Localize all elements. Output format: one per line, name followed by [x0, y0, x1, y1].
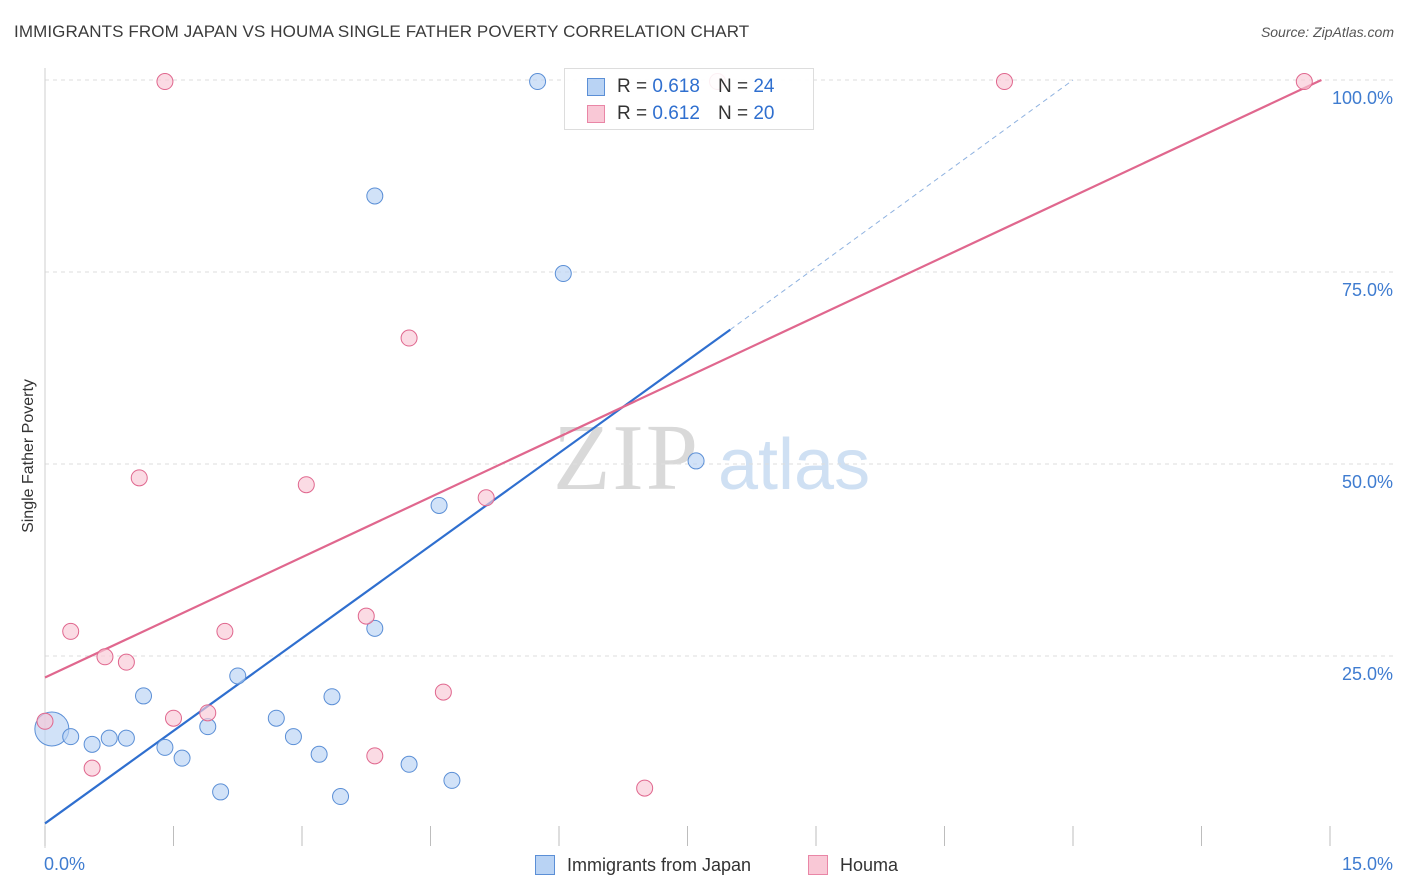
data-point — [117, 653, 135, 671]
r-value-japan: 0.618 — [652, 76, 700, 97]
y-tick-label: 25.0% — [1342, 664, 1393, 684]
y-tick-label: 100.0% — [1332, 88, 1393, 108]
chart-title: IMMIGRANTS FROM JAPAN VS HOUMA SINGLE FA… — [14, 22, 750, 41]
data-point — [366, 619, 384, 637]
legend-swatch-houma — [808, 855, 828, 875]
data-point — [995, 73, 1013, 91]
data-point — [434, 683, 452, 701]
data-point — [100, 729, 118, 747]
data-point — [165, 709, 182, 727]
data-point — [366, 187, 384, 205]
data-point — [554, 265, 572, 283]
series-legend: Immigrants from Japan Houma — [0, 852, 1406, 878]
data-point — [1295, 73, 1313, 91]
n-label: N = — [717, 103, 749, 124]
data-point — [687, 452, 705, 470]
data-point — [400, 755, 418, 773]
n-label: N = — [717, 76, 749, 97]
legend-swatch-houma — [587, 105, 605, 123]
data-point — [62, 622, 80, 640]
data-point — [297, 476, 315, 494]
data-point — [529, 73, 547, 91]
x-tick-label: 0.0% — [44, 854, 85, 874]
data-point — [430, 496, 448, 514]
data-point — [62, 728, 80, 746]
data-point — [156, 738, 174, 756]
data-points — [34, 73, 1313, 806]
data-point — [83, 759, 101, 777]
r-value-houma: 0.612 — [652, 103, 700, 124]
legend-swatch-japan — [587, 78, 605, 96]
watermark-atlas: atlas — [718, 425, 870, 505]
data-point — [284, 728, 302, 746]
data-point — [357, 607, 375, 625]
trend-line — [44, 79, 1322, 679]
data-point — [173, 749, 191, 767]
data-point — [36, 712, 54, 730]
data-point — [117, 729, 135, 747]
legend-item-houma[interactable]: Houma — [808, 852, 898, 878]
legend-label-houma: Houma — [840, 854, 899, 875]
legend-item-japan[interactable]: Immigrants from Japan — [535, 852, 751, 878]
data-point — [199, 704, 217, 722]
data-point — [267, 709, 285, 727]
trend-line-extension — [730, 79, 1074, 331]
r-label: R = — [617, 103, 648, 124]
data-point — [229, 667, 247, 685]
data-point — [400, 329, 418, 347]
data-point — [216, 622, 234, 640]
y-tick-label: 75.0% — [1342, 280, 1393, 300]
data-point — [83, 735, 101, 753]
data-point — [323, 688, 341, 706]
correlation-legend: R = 0.618 N = 24 R = 0.612 N = 20 — [564, 68, 814, 130]
data-point — [332, 788, 350, 806]
legend-label-japan: Immigrants from Japan — [567, 854, 752, 875]
x-tick-label: 15.0% — [1342, 854, 1393, 874]
data-point — [156, 73, 174, 91]
data-point — [96, 648, 114, 666]
legend-swatch-japan — [535, 855, 555, 875]
data-point — [636, 779, 654, 797]
legend-row-japan: R = 0.618 N = 24 — [587, 75, 774, 99]
r-label: R = — [617, 76, 648, 97]
watermark-zip: ZIP — [553, 406, 700, 510]
data-point — [443, 771, 461, 789]
tick-labels: 25.0% 50.0% 75.0% 100.0% 0.0% 15.0% — [44, 88, 1393, 874]
data-point — [366, 747, 384, 765]
data-point — [130, 469, 148, 487]
data-point — [135, 687, 153, 705]
chart-source: Source: ZipAtlas.com — [1260, 24, 1394, 40]
data-point — [310, 745, 328, 763]
n-value-houma: 20 — [753, 103, 775, 124]
n-value-japan: 24 — [753, 76, 775, 97]
legend-row-houma: R = 0.612 N = 20 — [587, 102, 774, 126]
grid-lines — [45, 79, 1395, 657]
data-point — [477, 489, 495, 507]
y-tick-label: 50.0% — [1342, 472, 1393, 492]
data-point — [212, 783, 230, 801]
